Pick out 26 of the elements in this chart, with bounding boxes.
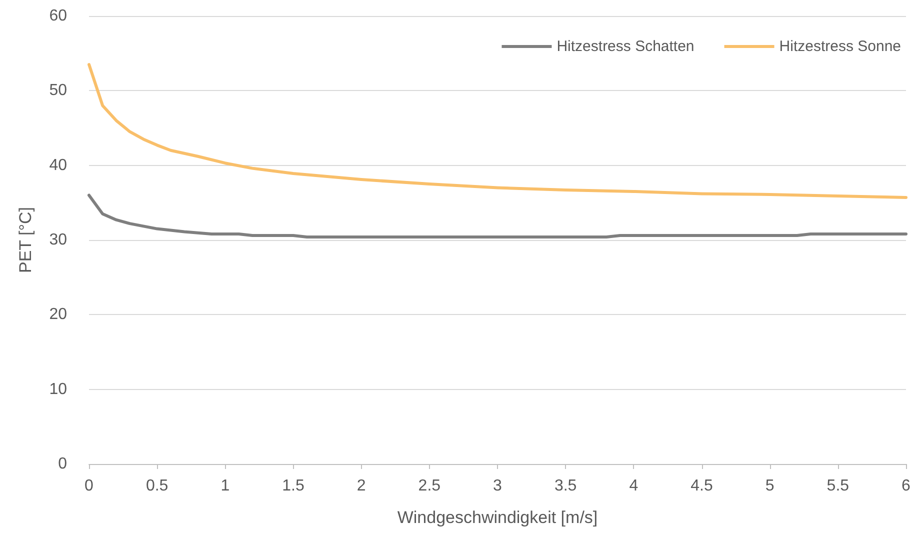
y-tick-label: 30 (49, 232, 68, 248)
line-series (88, 63, 908, 199)
x-tick-label: 1 (220, 478, 230, 494)
x-tick-label: 5.5 (826, 478, 850, 494)
legend-label: Hitzestress Sonne (779, 38, 902, 55)
x-tick-label: 6 (902, 478, 911, 494)
x-tick-label: 3.5 (554, 478, 577, 494)
y-axis-title: PET [°C] (16, 207, 35, 273)
line-series (88, 194, 908, 239)
x-tick-label: 5 (765, 478, 774, 494)
x-tick-label: 0 (84, 478, 94, 494)
x-tick-label: 4.5 (690, 478, 713, 494)
y-tick-label: 60 (49, 8, 68, 24)
x-tick-label: 0.5 (146, 478, 168, 494)
x-axis-title: Windgeschwindigkeit [m/s] (397, 508, 598, 527)
y-tick-label: 10 (49, 380, 68, 398)
y-tick-label: 20 (49, 306, 68, 324)
x-tick-label: 3 (493, 478, 502, 494)
y-tick-label: 50 (49, 82, 68, 100)
x-tick-label: 1.5 (282, 478, 304, 494)
legend-label: Hitzestress Schatten (556, 38, 694, 55)
y-tick-label: 0 (58, 456, 68, 472)
x-tick-label: 2.5 (418, 478, 441, 494)
y-tick-label: 40 (49, 156, 68, 174)
x-tick-label: 4 (629, 478, 638, 494)
x-tick-label: 2 (356, 478, 366, 494)
